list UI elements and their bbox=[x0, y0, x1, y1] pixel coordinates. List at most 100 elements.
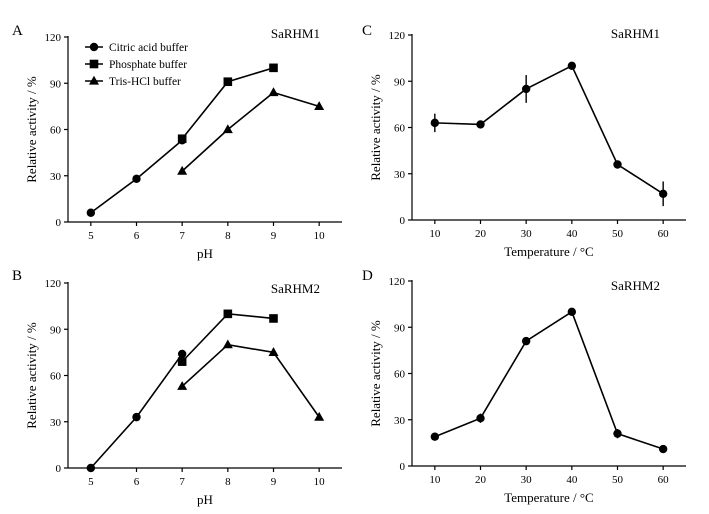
legend: Citric acid buffer Phosphate buffer Tris-H… bbox=[85, 42, 188, 88]
x-axis-label: pH bbox=[197, 492, 213, 507]
data-point bbox=[521, 336, 531, 346]
series-square bbox=[177, 309, 278, 366]
data-point bbox=[177, 134, 187, 144]
y-tick-label: 90 bbox=[394, 322, 406, 334]
series-line bbox=[434, 64, 664, 195]
x-tick-label: 9 bbox=[271, 476, 277, 488]
data-point bbox=[269, 63, 278, 73]
y-axis-label: Relative activity / % bbox=[24, 76, 39, 183]
y-tick-label: 0 bbox=[400, 215, 406, 227]
data-point bbox=[314, 101, 325, 110]
data-point bbox=[567, 61, 577, 71]
x-tick-label: 30 bbox=[521, 228, 533, 240]
y-tick-label: 120 bbox=[45, 32, 62, 44]
y-tick-label: 60 bbox=[50, 125, 62, 137]
y-axis-label: Relative activity / % bbox=[368, 320, 383, 427]
data-point bbox=[223, 309, 233, 319]
data-point bbox=[177, 349, 187, 359]
y-tick-label: 120 bbox=[389, 276, 406, 288]
panel-letter: D bbox=[362, 268, 373, 284]
x-tick-label: 60 bbox=[658, 228, 670, 240]
panel-c: 0 30 60 90 120 10 20 30 40 50 60 Temperature / °C Re… bbox=[362, 23, 686, 259]
x-tick-label: 8 bbox=[225, 230, 231, 242]
x-tick-label: 40 bbox=[566, 228, 578, 240]
x-tick-label: 8 bbox=[225, 476, 231, 488]
y-tick-label: 0 bbox=[56, 217, 62, 229]
data-point bbox=[223, 77, 233, 87]
data-point bbox=[86, 463, 96, 473]
panel-title: SaRHM2 bbox=[611, 278, 660, 293]
x-axis-label: Temperature / °C bbox=[504, 490, 593, 505]
panel-title: SaRHM1 bbox=[271, 26, 320, 41]
legend-marker bbox=[89, 75, 99, 85]
data-point bbox=[658, 189, 668, 198]
data-point bbox=[86, 208, 96, 217]
y-tick-label: 30 bbox=[394, 415, 406, 427]
x-tick-label: 9 bbox=[271, 230, 277, 242]
series-triangle bbox=[177, 87, 325, 175]
series-line bbox=[181, 91, 320, 172]
data-point bbox=[476, 414, 485, 423]
data-point bbox=[177, 165, 188, 175]
series-line bbox=[90, 353, 183, 469]
panel-a: 0 30 60 90 120 5 6 7 8 9 10 pH Relative activity / %… bbox=[12, 23, 342, 261]
y-tick-label: 90 bbox=[50, 324, 62, 336]
series-circle bbox=[430, 61, 668, 207]
x-tick-label: 5 bbox=[88, 476, 94, 488]
y-tick-label: 30 bbox=[50, 171, 62, 183]
legend-label: Phosphate buffer bbox=[109, 59, 187, 71]
x-tick-label: 50 bbox=[612, 474, 624, 486]
y-tick-label: 0 bbox=[56, 463, 62, 475]
data-point bbox=[222, 124, 233, 134]
x-tick-label: 50 bbox=[612, 228, 624, 240]
y-tick-label: 120 bbox=[389, 30, 406, 42]
data-point bbox=[658, 444, 668, 454]
series-line bbox=[434, 310, 664, 450]
data-point bbox=[567, 307, 577, 317]
y-tick-label: 60 bbox=[394, 123, 406, 135]
series-circle bbox=[86, 136, 187, 217]
data-point bbox=[613, 160, 622, 169]
x-tick-label: 10 bbox=[314, 230, 326, 242]
x-tick-label: 7 bbox=[179, 476, 185, 488]
y-axis-label: Relative activity / % bbox=[24, 322, 39, 429]
x-tick-label: 6 bbox=[134, 230, 140, 242]
x-tick-label: 10 bbox=[429, 228, 441, 240]
series-square bbox=[177, 63, 278, 144]
data-point bbox=[132, 174, 141, 184]
panel-title: SaRHM1 bbox=[611, 26, 660, 41]
y-tick-label: 0 bbox=[400, 461, 406, 473]
x-tick-label: 10 bbox=[429, 474, 441, 486]
panel-letter: B bbox=[12, 268, 22, 284]
panel-letter: A bbox=[12, 23, 23, 39]
legend-marker bbox=[89, 42, 99, 52]
x-tick-label: 5 bbox=[88, 230, 94, 242]
series-line bbox=[181, 312, 274, 363]
y-axis-label: Relative activity / % bbox=[368, 74, 383, 181]
panel-b: 0 30 60 90 120 5 6 7 8 9 10 pH Relative activity / %… bbox=[12, 268, 342, 507]
data-point bbox=[268, 87, 279, 97]
legend-label: Citric acid buffer bbox=[109, 42, 188, 54]
data-point bbox=[177, 357, 187, 366]
x-axis-label: Temperature / °C bbox=[504, 244, 593, 259]
data-point bbox=[268, 347, 279, 356]
y-tick-label: 60 bbox=[394, 369, 406, 381]
x-tick-label: 40 bbox=[566, 474, 578, 486]
series-line bbox=[181, 343, 320, 418]
data-point bbox=[521, 84, 531, 94]
data-point bbox=[476, 120, 485, 129]
x-tick-label: 30 bbox=[521, 474, 533, 486]
data-point bbox=[269, 314, 278, 323]
y-tick-label: 120 bbox=[45, 278, 62, 290]
data-point bbox=[430, 118, 440, 128]
x-tick-label: 10 bbox=[314, 476, 326, 488]
x-tick-label: 20 bbox=[475, 228, 487, 240]
legend-label: Tris-HCl buffer bbox=[109, 76, 181, 88]
x-tick-label: 60 bbox=[658, 474, 670, 486]
panel-letter: C bbox=[362, 23, 372, 39]
data-point bbox=[613, 429, 622, 438]
panel-title: SaRHM2 bbox=[271, 281, 320, 296]
data-point bbox=[132, 412, 141, 422]
data-point bbox=[430, 432, 440, 441]
